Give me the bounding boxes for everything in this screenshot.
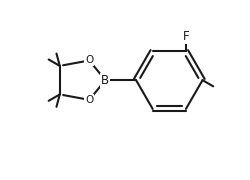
- Text: F: F: [182, 30, 189, 43]
- Text: B: B: [101, 74, 109, 87]
- Text: O: O: [85, 55, 94, 66]
- Text: O: O: [85, 95, 94, 105]
